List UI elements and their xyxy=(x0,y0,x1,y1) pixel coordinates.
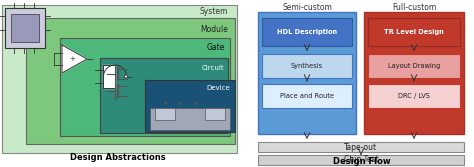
Bar xyxy=(11,14,39,42)
Bar xyxy=(60,38,230,136)
Bar xyxy=(262,18,352,46)
Text: Module: Module xyxy=(200,26,228,35)
Bar xyxy=(258,12,356,134)
Bar xyxy=(205,108,225,120)
Circle shape xyxy=(125,75,128,78)
Bar xyxy=(26,18,235,144)
Bar xyxy=(5,8,45,48)
Text: Design Flow: Design Flow xyxy=(333,157,391,166)
Text: System: System xyxy=(200,8,228,17)
Text: TR Level Design: TR Level Design xyxy=(384,29,444,35)
Bar xyxy=(368,18,460,46)
Text: Place and Route: Place and Route xyxy=(280,93,334,99)
Bar xyxy=(145,80,235,132)
Bar xyxy=(258,155,464,165)
Bar xyxy=(2,5,237,153)
Text: Design Abstractions: Design Abstractions xyxy=(70,153,166,162)
Text: DRC / LVS: DRC / LVS xyxy=(398,93,430,99)
Text: Layout Drawing: Layout Drawing xyxy=(388,63,440,69)
Bar xyxy=(262,54,352,78)
Polygon shape xyxy=(103,65,115,88)
Text: Chip Test: Chip Test xyxy=(344,155,378,164)
Polygon shape xyxy=(62,45,87,73)
Text: Synthesis: Synthesis xyxy=(291,63,323,69)
Bar xyxy=(150,108,230,130)
Text: Full-custom: Full-custom xyxy=(392,4,436,13)
Text: Gate: Gate xyxy=(207,43,225,52)
Bar xyxy=(100,58,228,133)
Bar xyxy=(262,84,352,108)
Bar xyxy=(155,108,175,120)
Text: +: + xyxy=(69,56,75,62)
Bar xyxy=(368,84,460,108)
Text: Device: Device xyxy=(206,85,230,91)
Text: Semi-custom: Semi-custom xyxy=(282,4,332,13)
Text: HDL Description: HDL Description xyxy=(277,29,337,35)
Bar xyxy=(368,54,460,78)
Text: Circuit: Circuit xyxy=(201,65,224,71)
Bar xyxy=(258,142,464,152)
Bar xyxy=(364,12,464,134)
Text: Tape-out: Tape-out xyxy=(345,142,378,151)
